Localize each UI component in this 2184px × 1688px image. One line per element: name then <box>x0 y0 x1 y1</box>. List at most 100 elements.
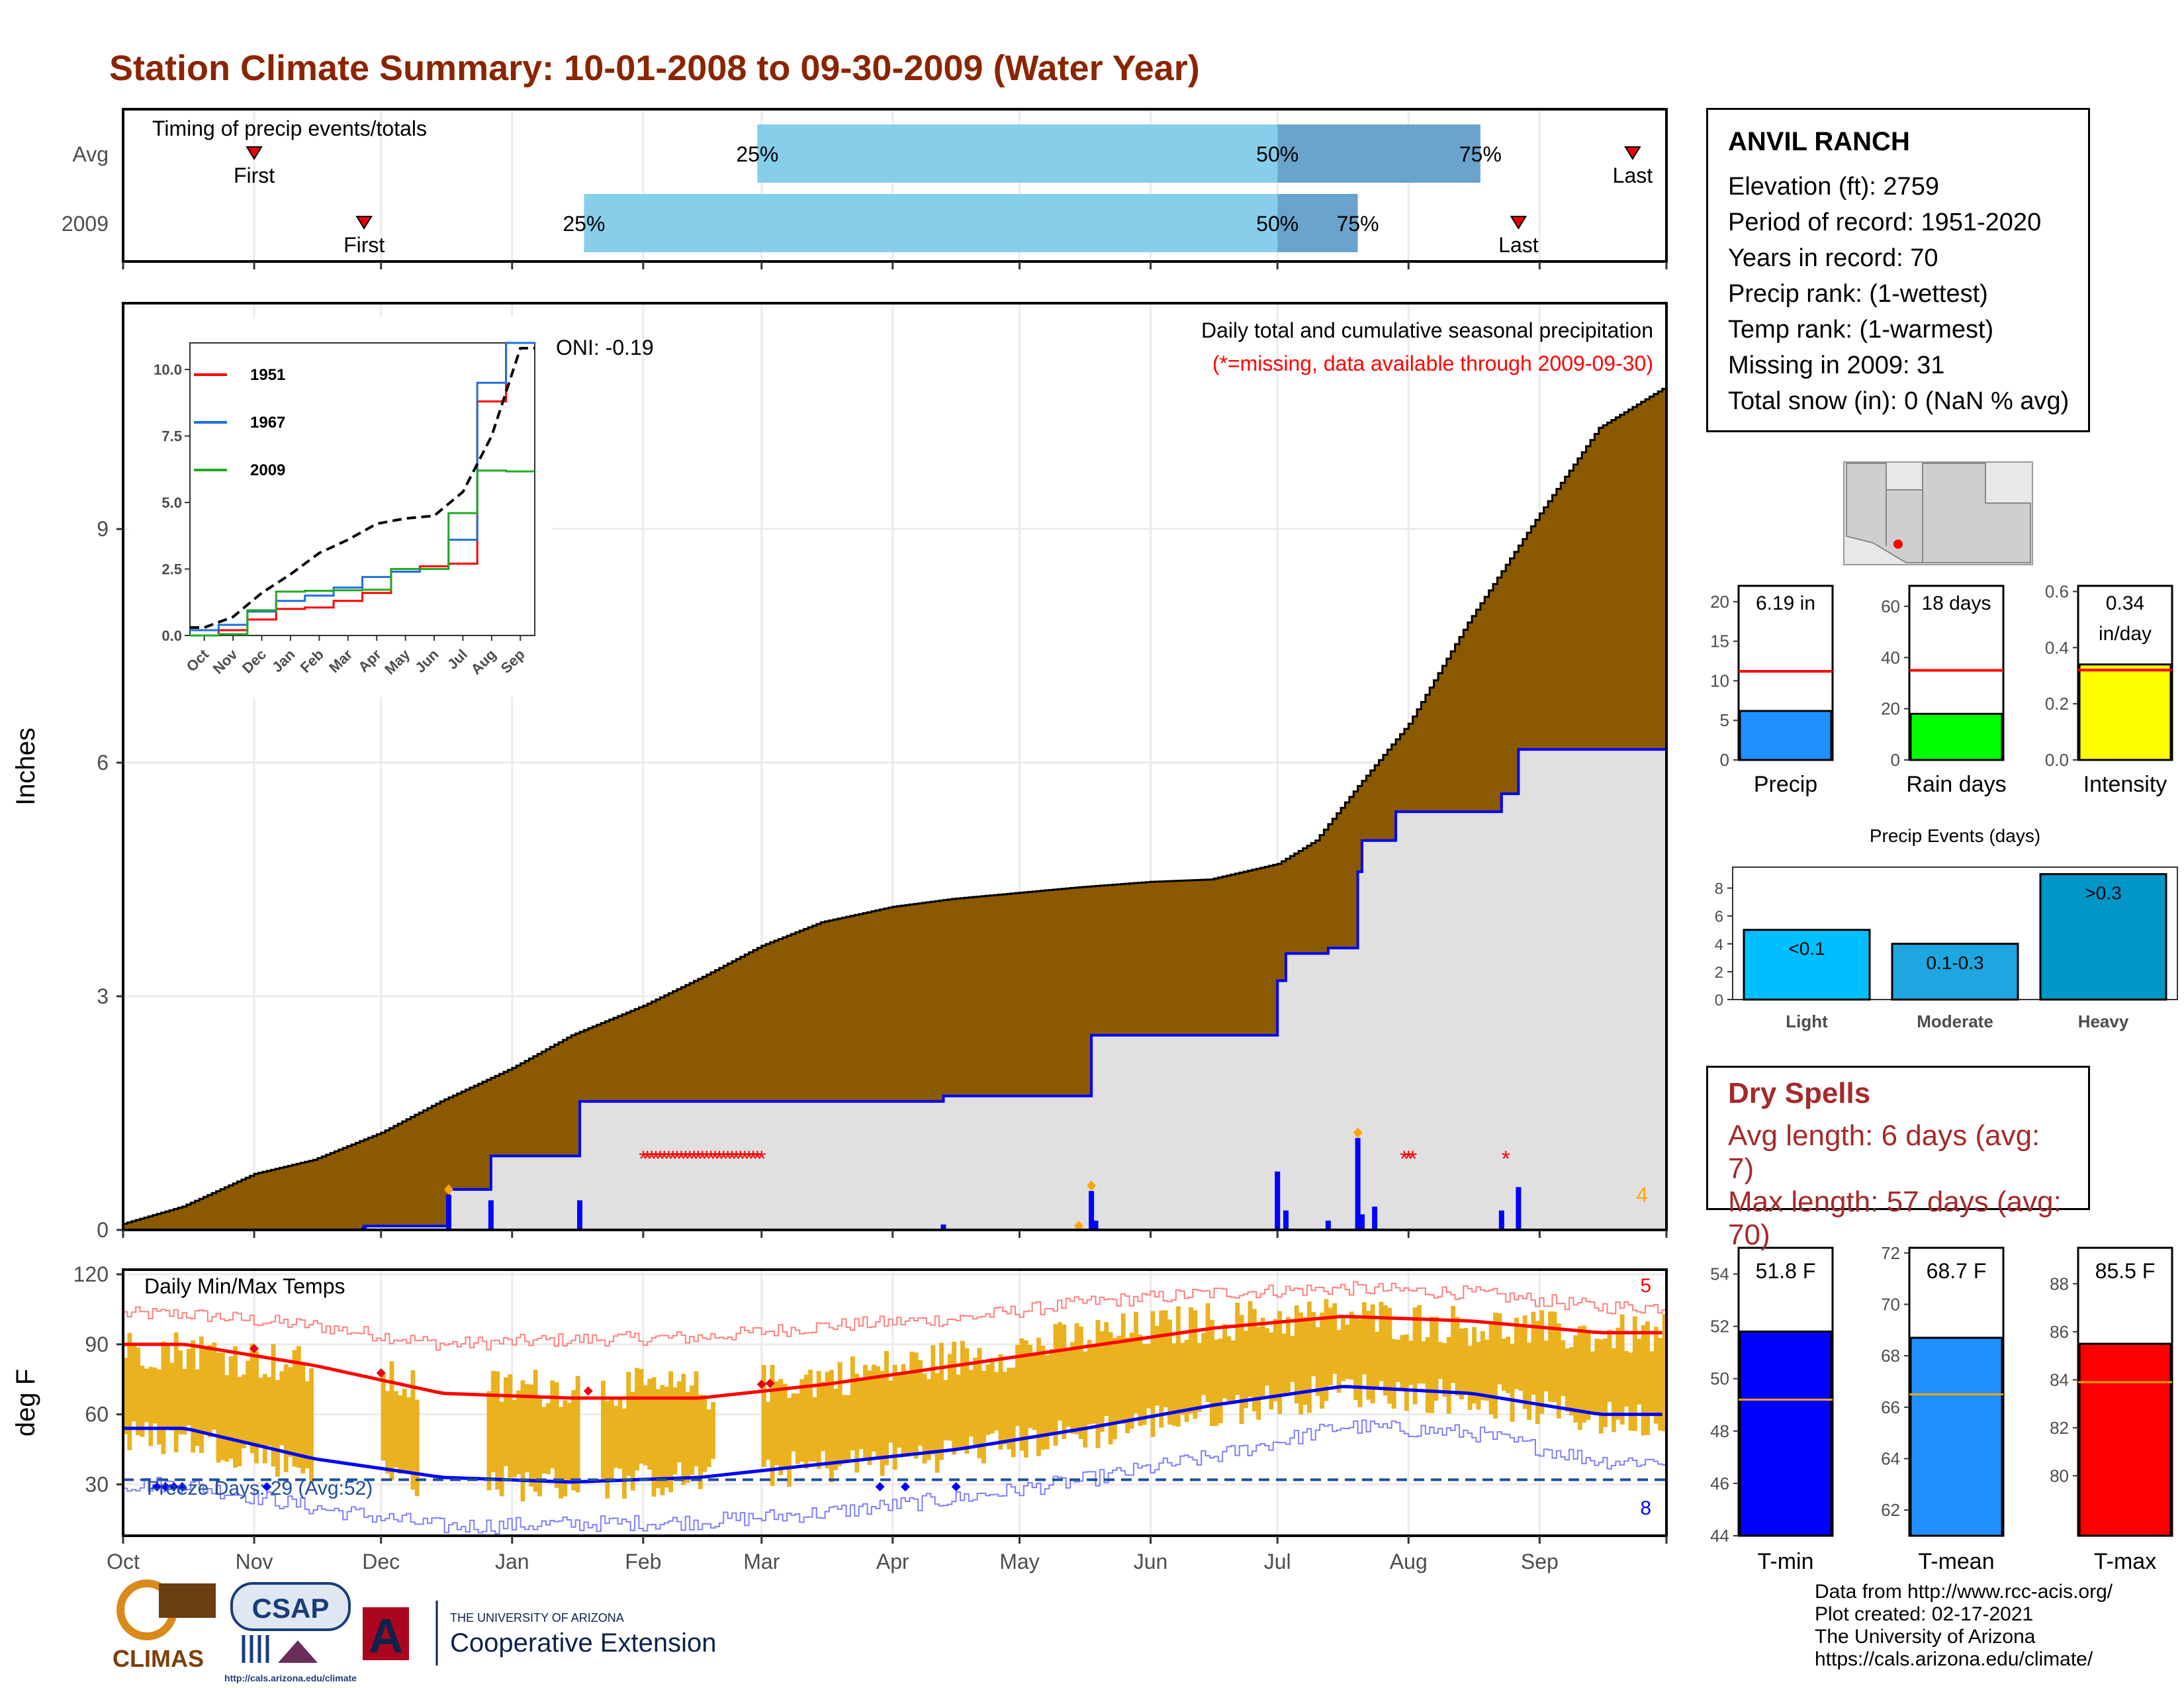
footer-university: The University of Arizona <box>1815 1626 2036 1648</box>
timeline-first-marker <box>355 216 373 230</box>
temp-daily-bar <box>660 1385 665 1495</box>
season-temp-ytick-label: 88 <box>2050 1274 2069 1293</box>
temp-daily-bar <box>1285 1317 1291 1393</box>
precip-daily-bar <box>1359 1214 1365 1230</box>
temp-daily-bar <box>871 1364 876 1452</box>
temp-daily-bar <box>1336 1330 1342 1393</box>
season-temp-ytick-label: 82 <box>2050 1418 2069 1438</box>
precip-daily-bar <box>361 1227 367 1230</box>
precip-missing-star: * <box>681 1147 690 1172</box>
temp-daily-bar <box>258 1378 263 1446</box>
events-bar <box>1891 943 2019 1001</box>
temp-daily-bar <box>766 1401 771 1460</box>
month-label-Jun: Jun <box>1134 1550 1168 1573</box>
timeline-first-label: First <box>234 164 275 187</box>
precip-ytick-label: 6 <box>97 751 109 774</box>
temp-daily-bar <box>1087 1339 1092 1425</box>
csap-logo-rain <box>242 1635 269 1663</box>
temp-daily-bar <box>554 1382 559 1488</box>
temp-daily-bar <box>300 1364 306 1474</box>
temp-daily-bar <box>161 1341 166 1454</box>
temp-daily-bar <box>304 1381 310 1469</box>
precip-season-cumulative-area <box>123 749 1666 1230</box>
temp-daily-bar <box>520 1380 525 1502</box>
temp-daily-bar <box>406 1397 411 1472</box>
season-temp-bar <box>1909 1336 2003 1537</box>
temp-daily-bar <box>973 1357 978 1445</box>
temp-daily-bar <box>567 1402 572 1483</box>
temp-daily-bar <box>812 1397 817 1462</box>
temp-daily-bar <box>1108 1332 1113 1445</box>
temp-daily-bar <box>1125 1337 1130 1434</box>
temp-daily-bar <box>1379 1301 1384 1382</box>
temp-daily-bar <box>1290 1336 1295 1382</box>
temp-daily-bar <box>271 1344 276 1467</box>
temp-daily-bar <box>1624 1350 1629 1407</box>
timeline-last-marker <box>1510 216 1527 230</box>
temp-daily-bar <box>1201 1333 1206 1395</box>
inset-ytick-label: 5.0 <box>161 494 182 511</box>
temp-daily-bar <box>1019 1338 1024 1451</box>
precip-missing-star: * <box>664 1147 673 1172</box>
temp-daily-bar <box>1138 1335 1143 1427</box>
precip-ytick-label: 9 <box>97 517 109 541</box>
temp-daily-bar <box>1488 1321 1494 1415</box>
totals-panel-intensity: 0.34 in/day 0.0 0.2 0.4 0.6 Intensity <box>2045 581 2173 797</box>
temp-daily-bar <box>1120 1313 1126 1424</box>
temp-daily-bar <box>706 1409 711 1468</box>
timeline-q50-label: 50% <box>1256 142 1298 166</box>
temp-daily-bar <box>685 1392 690 1483</box>
precip-daily-bar <box>1516 1187 1522 1230</box>
month-label-Oct: Oct <box>107 1550 140 1573</box>
temp-daily-bar <box>1281 1333 1287 1397</box>
temp-daily-bar <box>1535 1321 1540 1425</box>
temp-daily-bar <box>808 1370 813 1462</box>
precip-missing-star: * <box>677 1147 686 1172</box>
temp-daily-bar <box>1506 1336 1511 1393</box>
temp-daily-bar <box>892 1364 897 1470</box>
temp-daily-bar <box>956 1374 961 1450</box>
totals-ytick-label: 20 <box>1881 699 1900 719</box>
timeline-first-label: First <box>343 233 385 257</box>
timeline-q75-label: 75% <box>1337 212 1379 236</box>
temp-daily-bar <box>981 1370 986 1464</box>
season-temp-panel-t-min: 51.8 F 44 46 48 50 52 54 T-min <box>1710 1246 1834 1574</box>
temp-ytick-label: 90 <box>85 1333 109 1356</box>
season-temp-value-label: 68.7 F <box>1927 1259 1987 1283</box>
temp-daily-bar <box>1167 1319 1172 1425</box>
timeline-q50-label: 50% <box>1256 212 1298 236</box>
temp-daily-bar <box>575 1376 580 1493</box>
temp-daily-bar <box>1277 1311 1283 1415</box>
temp-daily-bar <box>698 1394 703 1489</box>
temp-daily-bar <box>977 1348 982 1458</box>
temp-daily-bar <box>1040 1345 1046 1450</box>
temp-record-low-marker <box>169 1481 179 1491</box>
temp-daily-bar <box>711 1402 715 1459</box>
totals-category-label: Intensity <box>2083 772 2167 797</box>
temp-daily-bar <box>203 1348 208 1434</box>
precip-extreme-marker <box>1353 1127 1363 1139</box>
precip-missing-star: * <box>668 1147 677 1172</box>
temp-daily-bar <box>1556 1323 1561 1419</box>
temp-daily-bar <box>127 1333 132 1450</box>
temp-daily-bar <box>1375 1331 1380 1389</box>
temp-daily-bar <box>1518 1327 1524 1391</box>
precip-missing-star: * <box>719 1147 728 1172</box>
temp-daily-bar <box>1539 1310 1545 1414</box>
temp-daily-bar <box>207 1344 212 1438</box>
timeline-bar-q50-q75 <box>1277 124 1480 183</box>
temp-daily-bar <box>152 1367 158 1424</box>
timeline-panel-border <box>122 108 1668 263</box>
temp-daily-bar <box>1527 1342 1532 1421</box>
temp-daily-bar <box>825 1372 830 1469</box>
temp-daily-bar <box>1230 1340 1236 1403</box>
season-temp-panel-t-mean: 68.7 F 62 64 66 68 70 72 T-mean <box>1881 1243 2005 1574</box>
temp-freeze-label: Freeze Days: 29 (Avg:52) <box>147 1477 373 1499</box>
temp-daily-bar <box>1433 1317 1439 1401</box>
precip-extreme-marker <box>1087 1180 1097 1192</box>
temp-daily-bar <box>148 1366 154 1446</box>
temp-daily-bar <box>829 1370 834 1483</box>
timeline-q25-label: 25% <box>736 142 778 166</box>
temp-daily-bar <box>1531 1311 1536 1395</box>
temp-daily-bar <box>664 1386 669 1488</box>
